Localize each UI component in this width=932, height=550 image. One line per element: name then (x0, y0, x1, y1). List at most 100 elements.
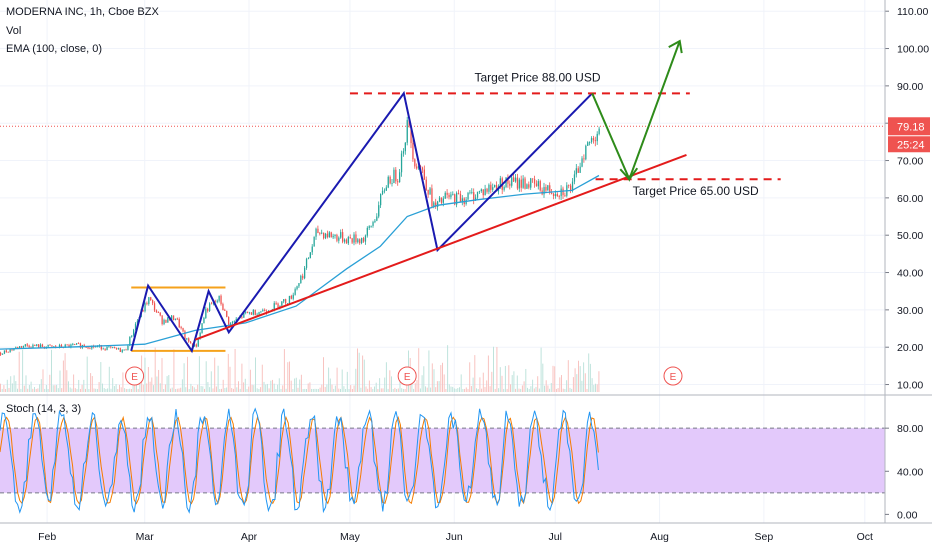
volume-bar (360, 387, 362, 392)
candle-body (302, 275, 304, 279)
x-tick-label: May (340, 531, 361, 543)
pattern-drawings (0, 39, 885, 354)
candle-body (49, 344, 51, 346)
volume-bar (540, 347, 542, 392)
x-tick-label: Oct (857, 531, 873, 543)
volume-bar (253, 385, 255, 392)
volume-bar (290, 380, 292, 392)
volume-bar (268, 388, 270, 392)
symbol-title: MODERNA INC, 1h, Cboe BZX (6, 6, 159, 18)
volume-bar (418, 348, 420, 392)
candle-body (95, 346, 97, 348)
candle-body (218, 295, 220, 301)
candle-body (279, 305, 281, 308)
volume-bar (198, 356, 200, 392)
volume-bar (340, 388, 341, 392)
candle-body (77, 343, 80, 345)
volume-bar (440, 365, 442, 392)
volume-bar (341, 369, 343, 392)
volume-bar (552, 365, 554, 392)
candle-body (520, 179, 522, 188)
candle-body (494, 184, 496, 188)
volume-bar (350, 385, 352, 392)
candle-body (577, 168, 579, 173)
volume-bar (113, 386, 115, 392)
candle-body (594, 140, 596, 142)
earnings-marker (125, 366, 145, 386)
volume-bar (105, 388, 107, 392)
volume-bar (49, 374, 51, 392)
volume-bar (11, 383, 13, 392)
candle-body (387, 176, 389, 188)
volume-bar (346, 371, 348, 392)
candle-body (298, 283, 300, 287)
candle-body (321, 232, 323, 234)
price-candles (0, 116, 600, 356)
volume-bar (362, 355, 364, 392)
candle-body (431, 188, 433, 207)
volume-bar (530, 386, 532, 392)
candle-body (380, 193, 382, 206)
volume-bar (6, 379, 8, 392)
volume-bar (476, 388, 477, 392)
volume-bar (108, 366, 110, 392)
volume-bar (246, 388, 248, 392)
candle-body (58, 344, 61, 348)
volume-bar (0, 383, 1, 392)
candle-body (378, 205, 380, 217)
stoch-legend[interactable]: Stoch (14, 3, 3) (6, 403, 82, 415)
volume-bar (591, 378, 593, 392)
candle-body (100, 345, 102, 350)
volume-bar (324, 386, 326, 392)
candle-body (427, 189, 429, 195)
volume-bar (107, 388, 109, 392)
volume-bar (498, 388, 500, 392)
volume-bar (581, 380, 583, 392)
volume-bar (549, 388, 551, 392)
candle-body (142, 310, 144, 312)
volume-bar (231, 388, 233, 392)
candle-body (412, 143, 414, 160)
volume-bar (542, 363, 544, 392)
volume-bar (469, 362, 471, 392)
volume-bar (559, 377, 561, 392)
candle-body (178, 318, 180, 328)
candle-body (535, 183, 538, 187)
candle-body (248, 312, 251, 314)
volume-bar (365, 386, 367, 392)
volume-legend[interactable]: Vol (6, 25, 22, 37)
volume-bar (572, 377, 574, 392)
volume-bar (277, 384, 279, 392)
candle-body (583, 158, 585, 160)
volume-bar (236, 387, 238, 392)
volume-bar (79, 388, 81, 392)
volume-bar (433, 369, 435, 392)
candle-body (66, 344, 68, 346)
candle-body (114, 346, 116, 349)
volume-bar (544, 385, 545, 392)
volume-bar (513, 371, 515, 392)
candle-body (353, 234, 355, 243)
candle-body (457, 192, 460, 194)
candle-body (539, 181, 541, 191)
volume-bar (5, 388, 7, 392)
candle-body (446, 192, 448, 195)
volume-bar (496, 347, 498, 392)
candle-body (85, 347, 87, 348)
ema-legend[interactable]: EMA (100, close, 0) (6, 43, 102, 55)
candle-body (108, 346, 110, 348)
volume-bar (129, 388, 131, 392)
candle-body (518, 179, 520, 189)
candle-body (152, 300, 154, 304)
candle-body (129, 336, 131, 346)
candle-body (528, 184, 530, 188)
volume-bar (180, 387, 182, 392)
candle-body (564, 195, 566, 196)
candle-body (437, 201, 439, 207)
candle-body (558, 196, 560, 197)
candle-body (38, 344, 40, 348)
candle-body (374, 220, 376, 223)
volume-bar (584, 373, 586, 392)
volume-bar (100, 362, 102, 392)
